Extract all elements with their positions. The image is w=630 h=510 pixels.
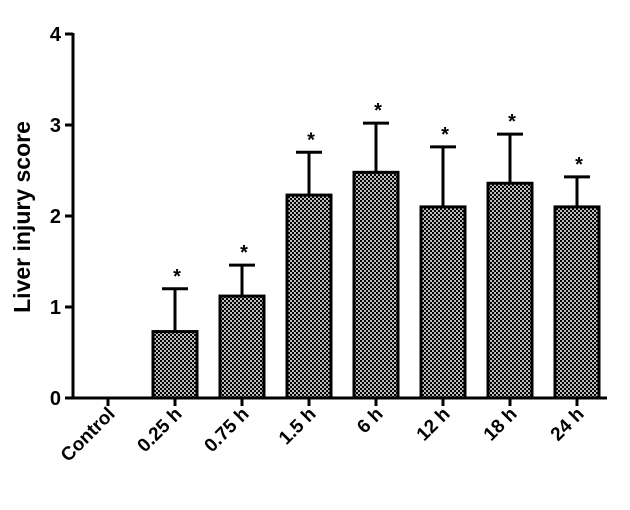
significance-marker: * bbox=[441, 124, 449, 146]
bar bbox=[218, 294, 266, 400]
significance-marker: * bbox=[173, 266, 181, 288]
x-tick-label: 6 h bbox=[353, 404, 387, 438]
significance-marker: * bbox=[374, 100, 382, 122]
x-tick-label: 0.25 h bbox=[134, 404, 187, 457]
x-tick-label: 18 h bbox=[480, 404, 522, 446]
x-tick-label: 0.75 h bbox=[201, 404, 254, 457]
y-tick-label: 1 bbox=[50, 297, 61, 319]
x-tick-label: Control bbox=[57, 404, 120, 467]
bar bbox=[352, 170, 400, 400]
bar bbox=[553, 205, 601, 400]
y-tick-label: 2 bbox=[50, 206, 61, 228]
significance-marker: * bbox=[575, 154, 583, 176]
y-tick-label: 3 bbox=[50, 115, 61, 137]
bar bbox=[486, 181, 534, 400]
bar bbox=[419, 205, 467, 400]
significance-marker: * bbox=[240, 242, 248, 264]
y-tick-label: 0 bbox=[50, 388, 61, 410]
x-tick-label: 24 h bbox=[547, 404, 589, 446]
x-tick-label: 1.5 h bbox=[275, 404, 320, 449]
bar bbox=[285, 193, 333, 400]
x-tick-label: 12 h bbox=[413, 404, 455, 446]
y-axis-label: Liver injury score bbox=[9, 121, 35, 313]
y-tick-label: 4 bbox=[50, 24, 62, 46]
significance-marker: * bbox=[307, 129, 315, 151]
significance-marker: * bbox=[508, 111, 516, 133]
bar bbox=[151, 330, 199, 400]
